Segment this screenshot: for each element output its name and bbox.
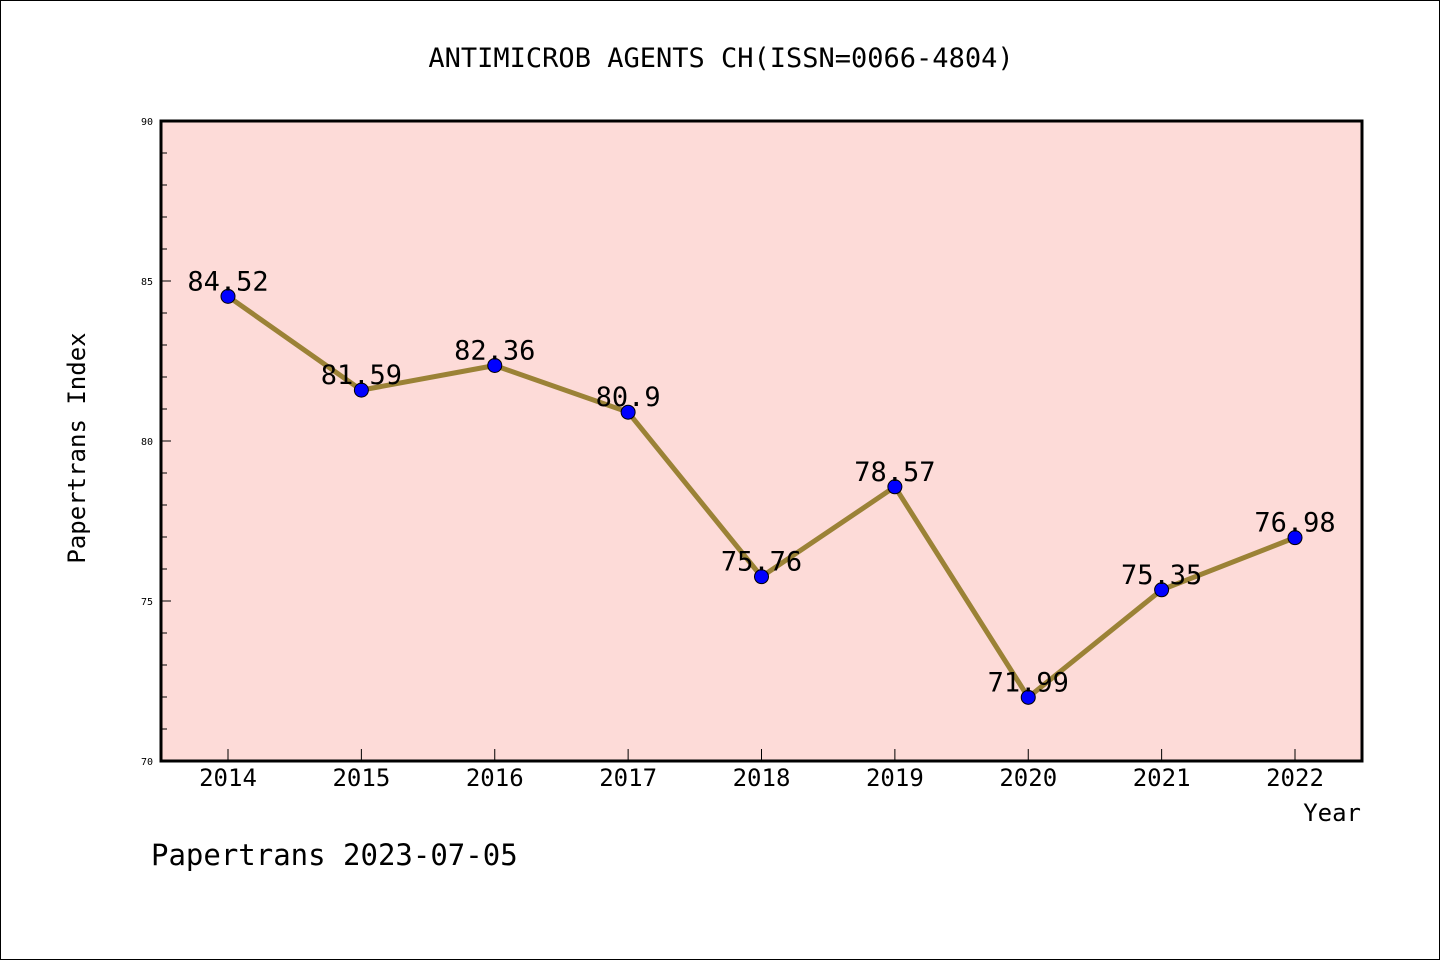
- footer-credit: Papertrans 2023-07-05: [151, 838, 518, 872]
- x-axis-title: Year: [1303, 799, 1361, 827]
- data-label: 78.57: [854, 457, 935, 488]
- y-tick-label: 70: [141, 757, 153, 768]
- data-point: [887, 479, 903, 495]
- data-point: [1287, 530, 1303, 546]
- data-point: [620, 404, 636, 420]
- data-label: 81.59: [321, 360, 402, 391]
- y-axis: 70 75 80 85 90: [141, 117, 171, 768]
- y-tick-label: 75: [141, 597, 153, 608]
- x-tick-label: 2015: [332, 764, 390, 792]
- x-tick-label: 2014: [199, 764, 257, 792]
- x-tick-label: 2022: [1266, 764, 1324, 792]
- data-point: [1154, 582, 1170, 598]
- y-axis-title: Papertrans Index: [63, 332, 91, 563]
- x-tick-label: 2019: [866, 764, 924, 792]
- x-tick-label: 2021: [1133, 764, 1191, 792]
- data-labels: 84.52 81.59 82.36 80.9 75.76 78.57 71.99 75.35 7…: [187, 266, 1335, 698]
- data-point: [487, 357, 503, 373]
- data-point: [1020, 689, 1036, 705]
- x-tick-label: 2018: [733, 764, 791, 792]
- chart-title: ANTIMICROB AGENTS CH(ISSN=0066-4804): [428, 43, 1013, 74]
- data-point: [353, 382, 369, 398]
- data-label: 75.76: [721, 547, 802, 578]
- data-label: 80.9: [596, 382, 661, 413]
- x-tick-label: 2016: [466, 764, 524, 792]
- y-tick-label: 80: [141, 437, 153, 448]
- y-tick-label: 85: [141, 277, 153, 288]
- y-tick-label: 90: [141, 117, 153, 128]
- data-point: [220, 288, 236, 304]
- x-tick-label: 2017: [599, 764, 657, 792]
- data-label: 76.98: [1254, 508, 1335, 539]
- data-point: [754, 569, 769, 585]
- data-label: 71.99: [988, 667, 1069, 698]
- series-line-group: [220, 288, 1303, 705]
- data-label: 75.35: [1121, 560, 1202, 591]
- x-axis: 2014 2015 2016 2017 2018 2019 2020 2021 2022: [199, 749, 1324, 792]
- data-label: 82.36: [454, 335, 535, 366]
- data-label: 84.52: [187, 266, 268, 297]
- plot-area: [159, 119, 1364, 763]
- x-tick-label: 2020: [999, 764, 1057, 792]
